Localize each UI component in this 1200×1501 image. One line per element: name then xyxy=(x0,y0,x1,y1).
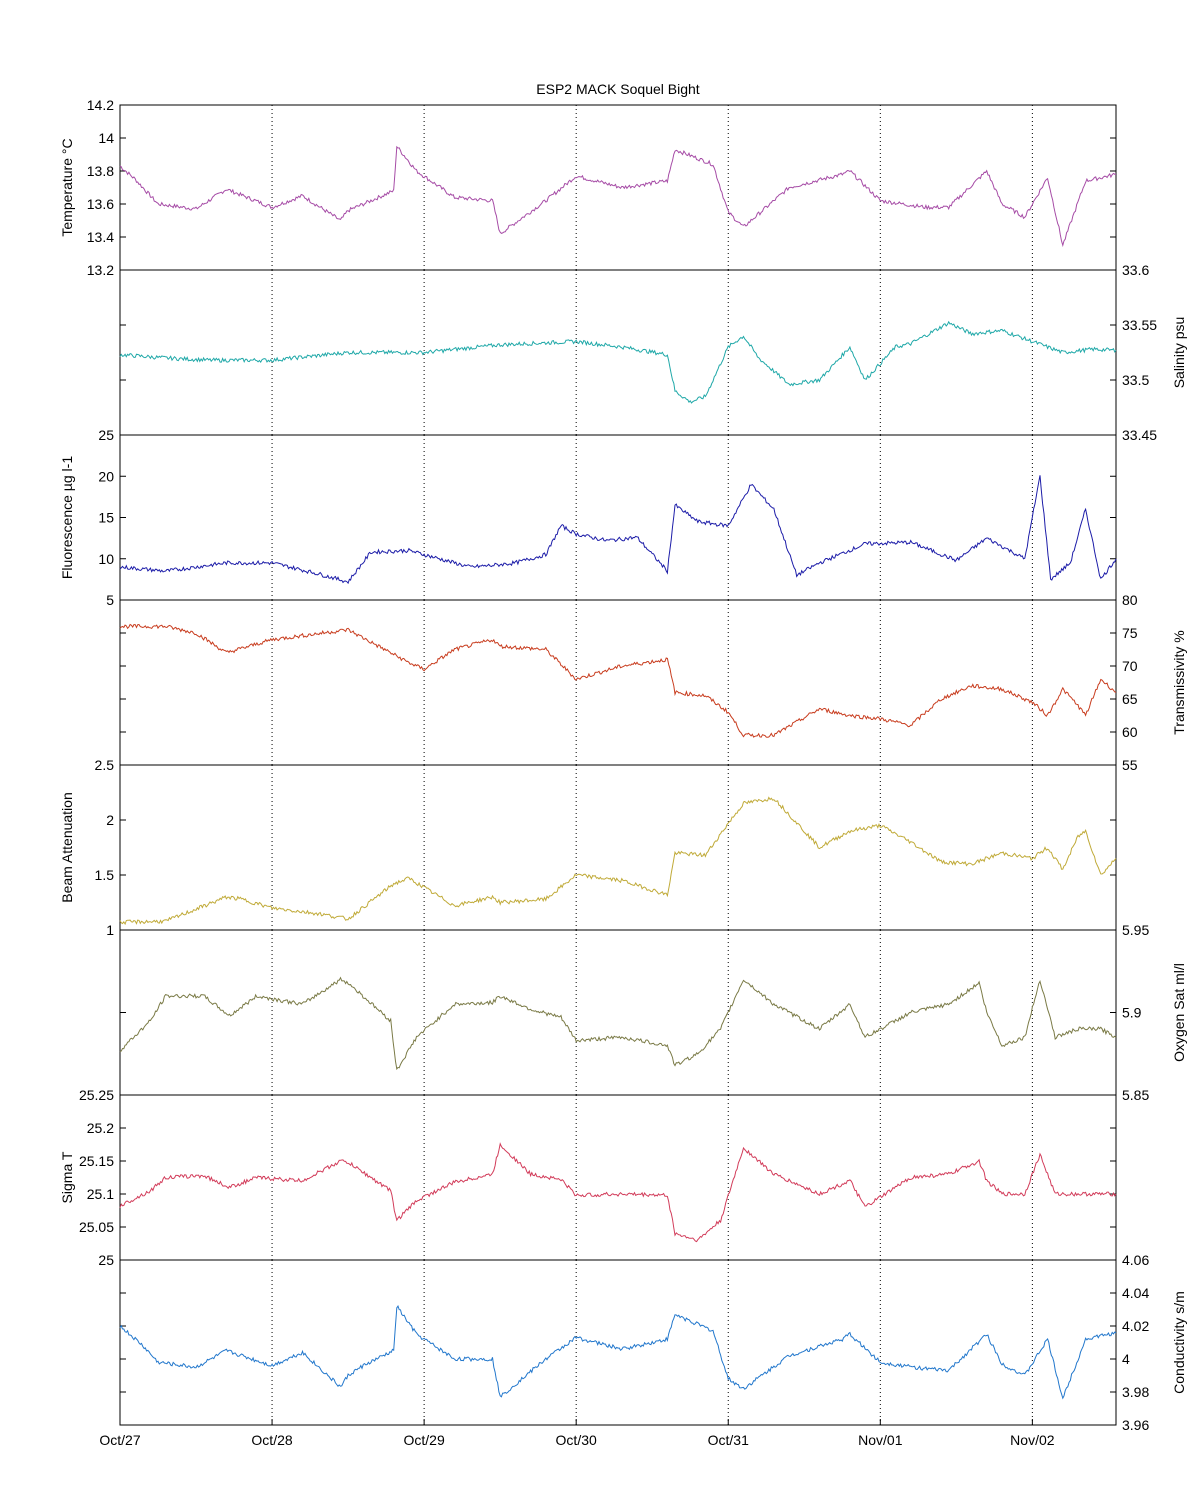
y-tick-label: 25.25 xyxy=(79,1087,114,1103)
panel-frame xyxy=(119,104,1117,271)
y-tick-label: 65 xyxy=(1122,691,1138,707)
y-tick-label: 25 xyxy=(98,1252,114,1268)
y-tick-label: 25.05 xyxy=(79,1219,114,1235)
panel-frame xyxy=(119,434,1117,601)
x-tick-label: Nov/02 xyxy=(1010,1432,1055,1448)
y-tick-label: 75 xyxy=(1122,625,1138,641)
series-line xyxy=(119,475,1117,585)
y-tick-label: 13.8 xyxy=(87,163,114,179)
series-line xyxy=(119,623,1117,738)
y-tick-label: 13.4 xyxy=(87,229,114,245)
y-tick-label: 5.95 xyxy=(1122,922,1149,938)
y-tick-label: 33.55 xyxy=(1122,317,1157,333)
y-tick-label: 3.98 xyxy=(1122,1384,1149,1400)
x-tick-label: Oct/28 xyxy=(251,1432,292,1448)
y-tick-label: 1.5 xyxy=(95,867,115,883)
y-tick-label: 33.5 xyxy=(1122,372,1149,388)
panel-frame xyxy=(119,269,1117,436)
x-tick-label: Oct/30 xyxy=(556,1432,597,1448)
x-tick-label: Oct/29 xyxy=(403,1432,444,1448)
y-axis-label: Transmissivity % xyxy=(1171,630,1187,735)
x-tick-label: Oct/27 xyxy=(99,1432,140,1448)
y-tick-label: 3.96 xyxy=(1122,1417,1149,1433)
series-line xyxy=(119,1305,1117,1400)
series-line xyxy=(119,796,1117,926)
y-tick-label: 25.1 xyxy=(87,1186,114,1202)
y-tick-label: 13.6 xyxy=(87,196,114,212)
y-axis-label: Sigma T xyxy=(59,1151,75,1203)
panel-frame xyxy=(119,1259,1117,1426)
x-tick-label: Nov/01 xyxy=(858,1432,903,1448)
y-tick-label: 4 xyxy=(1122,1351,1130,1367)
series-line xyxy=(119,320,1117,404)
panel-frame xyxy=(119,599,1117,766)
y-tick-label: 33.45 xyxy=(1122,427,1157,443)
panel-frame xyxy=(119,929,1117,1096)
y-tick-label: 20 xyxy=(98,468,114,484)
y-tick-label: 4.04 xyxy=(1122,1285,1149,1301)
y-tick-label: 60 xyxy=(1122,724,1138,740)
y-tick-label: 4.02 xyxy=(1122,1318,1149,1334)
y-tick-label: 14.2 xyxy=(87,97,114,113)
y-tick-label: 14 xyxy=(98,130,114,146)
series-line xyxy=(119,1142,1117,1243)
panel-frame xyxy=(119,764,1117,931)
y-axis-label: Temperature °C xyxy=(59,138,75,236)
y-tick-label: 1 xyxy=(106,922,114,938)
series-line xyxy=(119,145,1117,248)
y-axis-label: Conductivity s/m xyxy=(1171,1291,1187,1394)
y-tick-label: 80 xyxy=(1122,592,1138,608)
y-tick-label: 15 xyxy=(98,510,114,526)
chart-title: ESP2 MACK Soquel Bight xyxy=(536,81,700,97)
y-axis-label: Salinity psu xyxy=(1171,317,1187,389)
y-tick-label: 55 xyxy=(1122,757,1138,773)
y-axis-label: Fluorescence µg l-1 xyxy=(59,456,75,579)
panel-frame xyxy=(119,1094,1117,1261)
y-axis-label: Oxygen Sat ml/l xyxy=(1171,963,1187,1062)
y-tick-label: 33.6 xyxy=(1122,262,1149,278)
y-tick-label: 5 xyxy=(106,592,114,608)
y-tick-label: 70 xyxy=(1122,658,1138,674)
x-tick-label: Oct/31 xyxy=(708,1432,749,1448)
y-tick-label: 25.15 xyxy=(79,1153,114,1169)
y-tick-label: 5.9 xyxy=(1122,1005,1142,1021)
series-line xyxy=(119,976,1117,1071)
y-tick-label: 4.06 xyxy=(1122,1252,1149,1268)
y-tick-label: 2 xyxy=(106,812,114,828)
y-tick-label: 13.2 xyxy=(87,262,114,278)
y-tick-label: 2.5 xyxy=(95,757,115,773)
y-tick-label: 5.85 xyxy=(1122,1087,1149,1103)
y-tick-label: 25.2 xyxy=(87,1120,114,1136)
y-axis-label: Beam Attenuation xyxy=(59,792,75,903)
y-tick-label: 25 xyxy=(98,427,114,443)
y-tick-label: 10 xyxy=(98,551,114,567)
